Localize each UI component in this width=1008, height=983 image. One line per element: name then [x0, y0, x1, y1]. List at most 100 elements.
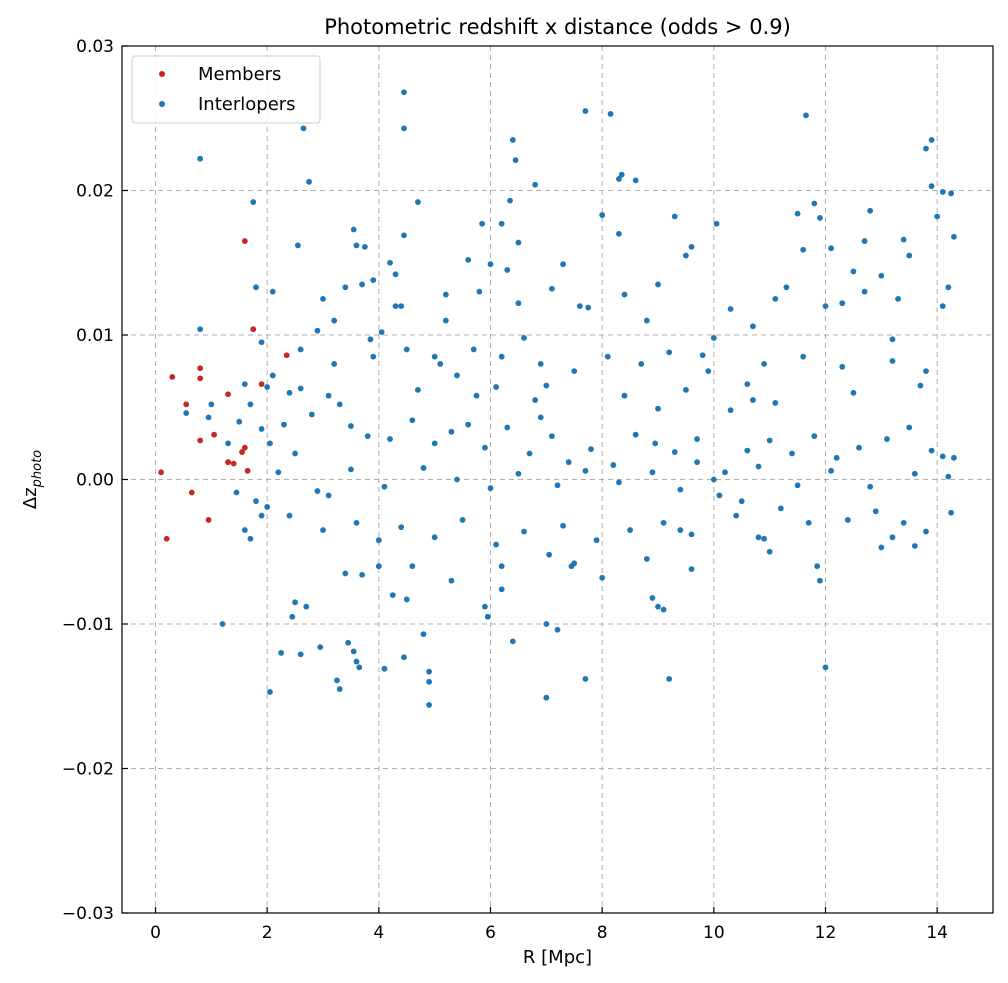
point-interlopers: [805, 519, 812, 526]
point-interlopers: [420, 465, 427, 471]
point-interlopers: [482, 603, 488, 610]
point-interlopers: [621, 392, 628, 399]
point-interlopers: [401, 89, 407, 96]
point-interlopers: [889, 358, 896, 364]
point-interlopers: [833, 454, 840, 461]
point-members: [163, 535, 170, 542]
legend-box: [131, 55, 321, 124]
point-interlopers: [850, 389, 857, 396]
point-interlopers: [655, 405, 661, 412]
point-interlopers: [923, 145, 929, 152]
point-interlopers: [401, 232, 407, 239]
y-tick-label: 0.01: [76, 326, 114, 346]
point-interlopers: [521, 528, 527, 535]
point-interlopers: [387, 259, 393, 266]
point-interlopers: [582, 676, 589, 682]
point-interlopers: [683, 252, 689, 259]
point-interlopers: [247, 535, 254, 542]
point-interlopers: [543, 382, 550, 389]
x-tick-label: 0: [150, 923, 161, 943]
point-interlopers: [297, 385, 304, 392]
point-interlopers: [465, 421, 472, 428]
point-interlopers: [655, 281, 661, 288]
point-interlopers: [945, 473, 952, 480]
point-members: [225, 391, 231, 398]
point-members: [258, 381, 265, 388]
point-interlopers: [948, 190, 955, 197]
point-interlopers: [906, 424, 913, 431]
point-interlopers: [934, 213, 941, 220]
point-interlopers: [314, 488, 321, 494]
point-interlopers: [487, 261, 494, 268]
point-interlopers: [294, 242, 301, 249]
x-tick-label: 8: [597, 923, 608, 943]
y-tick-label: −0.03: [62, 904, 114, 924]
point-interlopers: [487, 485, 494, 492]
point-interlopers: [537, 361, 544, 367]
point-interlopers: [694, 459, 700, 466]
point-interlopers: [264, 504, 271, 510]
x-axis-label: R [Mpc]: [523, 947, 592, 968]
point-interlopers: [269, 288, 276, 295]
point-members: [225, 459, 231, 466]
y-axis-label-base: Δz: [20, 487, 41, 509]
point-interlopers: [398, 303, 405, 309]
point-interlopers: [241, 527, 248, 533]
point-interlopers: [325, 492, 332, 499]
point-interlopers: [688, 243, 695, 250]
point-interlopers: [493, 384, 499, 390]
point-interlopers: [616, 479, 622, 486]
point-interlopers: [308, 411, 315, 418]
point-interlopers: [543, 694, 550, 701]
point-interlopers: [401, 654, 407, 661]
point-members: [197, 365, 204, 372]
point-interlopers: [554, 482, 561, 489]
point-interlopers: [660, 606, 667, 613]
point-interlopers: [811, 200, 818, 207]
chart-title: Photometric redshift x distance (odds > …: [324, 15, 791, 39]
point-interlopers: [599, 574, 606, 581]
point-interlopers: [604, 353, 611, 360]
y-axis-label-subscript: photo: [30, 450, 45, 489]
point-interlopers: [549, 285, 555, 292]
point-interlopers: [356, 664, 363, 671]
point-interlopers: [325, 392, 332, 399]
point-interlopers: [710, 476, 717, 483]
point-interlopers: [643, 556, 650, 562]
data-points: [158, 89, 957, 708]
point-interlopers: [498, 353, 505, 360]
point-interlopers: [789, 450, 795, 457]
point-interlopers: [948, 509, 955, 516]
point-interlopers: [448, 577, 455, 584]
axis-ticks: 0 2 4 6 8 10 12 14 −0.03 −0.02 −0.01 0.00 0.01 0.02 0.…: [62, 37, 948, 943]
point-interlopers: [900, 236, 907, 243]
point-interlopers: [750, 323, 756, 330]
point-interlopers: [923, 368, 929, 375]
point-interlopers: [649, 595, 656, 601]
point-interlopers: [317, 644, 324, 651]
point-interlopers: [878, 272, 885, 279]
point-interlopers: [442, 291, 449, 298]
point-interlopers: [666, 349, 673, 356]
point-interlopers: [364, 433, 371, 440]
point-interlopers: [281, 421, 287, 428]
point-interlopers: [911, 470, 918, 477]
point-interlopers: [454, 372, 460, 379]
point-interlopers: [939, 453, 946, 460]
point-interlopers: [415, 199, 421, 205]
point-interlopers: [939, 303, 946, 309]
point-interlopers: [437, 361, 444, 367]
point-interlopers: [582, 467, 589, 474]
point-interlopers: [554, 626, 561, 633]
point-interlopers: [716, 492, 723, 499]
point-interlopers: [951, 233, 957, 240]
point-interlopers: [493, 541, 499, 548]
point-interlopers: [398, 524, 405, 531]
point-interlopers: [803, 112, 809, 119]
point-interlopers: [521, 334, 527, 341]
point-interlopers: [610, 462, 617, 468]
point-interlopers: [409, 417, 416, 424]
point-interlopers: [761, 361, 767, 367]
point-interlopers: [454, 476, 460, 483]
point-interlopers: [750, 397, 756, 403]
